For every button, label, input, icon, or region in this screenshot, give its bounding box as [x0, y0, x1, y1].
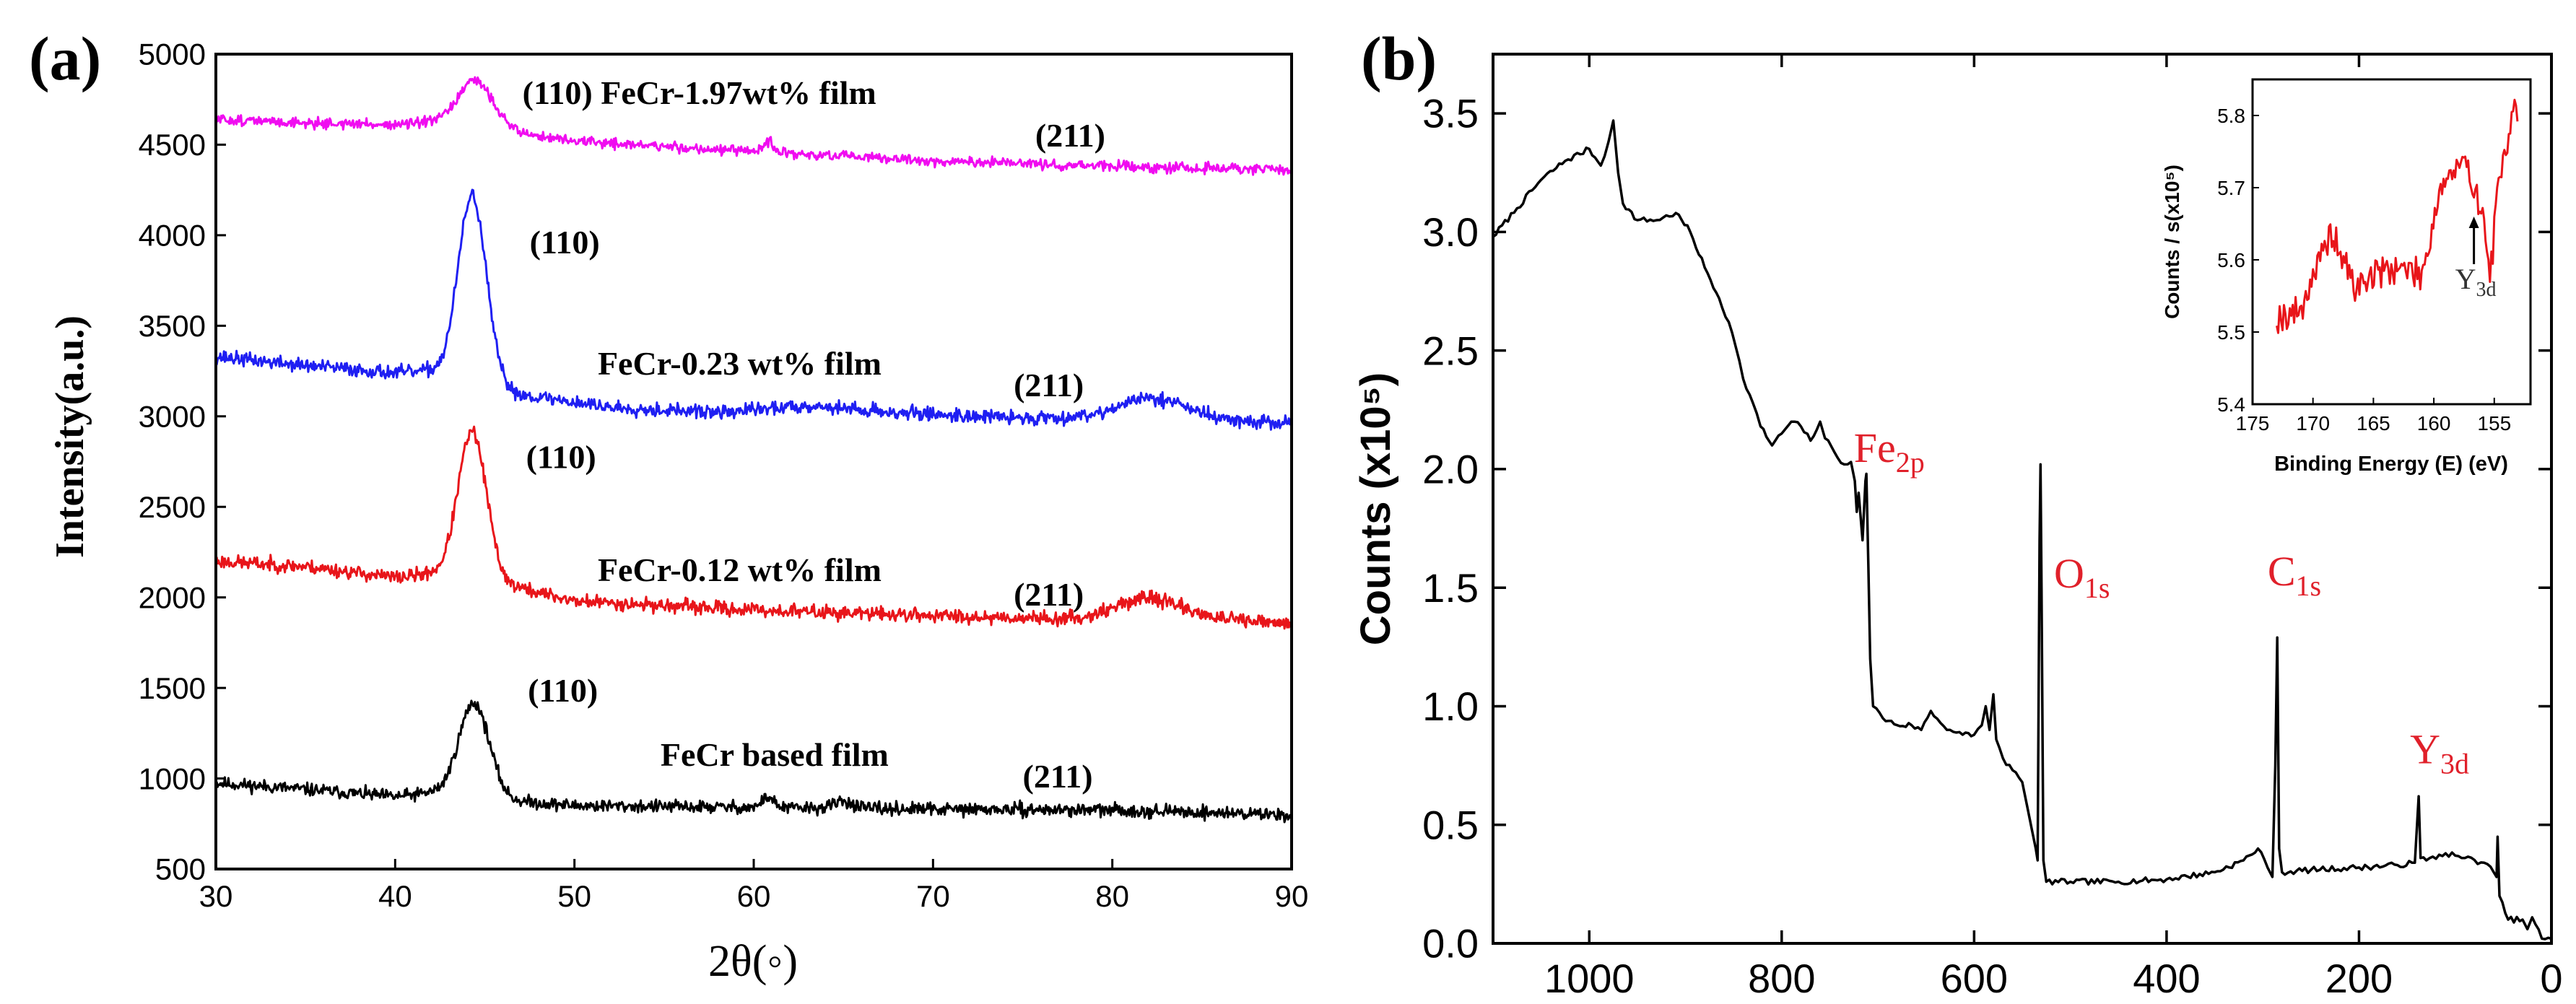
panel-a-xtick-label: 40: [378, 879, 412, 913]
panel-b-ytick-label: 0.5: [1422, 802, 1479, 847]
panel-a-xtick-label: 70: [916, 879, 950, 913]
panel-a-xtick-label: 50: [557, 879, 591, 913]
xrd-annotation: (211): [1035, 117, 1105, 154]
panel-a-ytick-label: 3500: [139, 309, 206, 343]
panel-b-ytick-label: 0.0: [1422, 921, 1479, 966]
panel-b-xps: (b) Counts (x10⁵) Fe2p O1s C1s Y3d 1000 800 6…: [1352, 24, 2563, 1001]
inset-xlabel: Binding Energy (E) (eV): [2274, 453, 2508, 476]
panel-b-ytick-label: 1.5: [1422, 565, 1479, 611]
xps-peak-label: Fe2p: [1854, 424, 1925, 479]
panel-b-xtick-label: 400: [2133, 956, 2200, 1001]
panel-b-ytick-label: 2.0: [1422, 447, 1479, 492]
inset-ytick-label: 5.7: [2217, 177, 2245, 199]
xrd-annotation: FeCr-0.23 wt% film: [598, 345, 882, 382]
panel-a-xlabel: 2θ(◦): [708, 937, 798, 986]
inset-series-line: [2276, 98, 2519, 334]
xrd-annotation: (211): [1014, 576, 1084, 613]
panel-a-ylabel: Intensity(a.u.): [48, 315, 92, 558]
xrd-annotation: FeCr-0.12 wt% film: [598, 551, 882, 588]
panel-a-ytick-label: 2000: [139, 580, 206, 614]
xrd-series-line: [214, 699, 1293, 824]
inset-ylabel: Counts / s(x10⁵): [2161, 165, 2183, 319]
panel-b-ytick-label: 1.0: [1422, 684, 1479, 729]
inset-frame: [2251, 78, 2532, 406]
xrd-series-line: [214, 188, 1293, 431]
xrd-series-line: [214, 76, 1293, 176]
panel-b-xtick-label: 600: [1941, 956, 2008, 1001]
inset-xtick-label: 155: [2477, 412, 2511, 435]
panel-a-xrd: (a) Intensity(a.u.) 2θ(◦) (110) FeCr-1.9…: [29, 24, 1308, 986]
panel-a-ytick-label: 4500: [139, 128, 206, 162]
inset-xtick-label: 170: [2296, 412, 2330, 435]
panel-a-xtick-label: 30: [199, 879, 233, 913]
panel-b-ylabel: Counts (x10⁵): [1352, 372, 1399, 646]
xrd-annotation: (211): [1014, 367, 1084, 403]
panel-b-label: (b): [1361, 24, 1437, 93]
panel-b-xtick-label: 800: [1748, 956, 1815, 1001]
panel-a-ytick-label: 1000: [139, 761, 206, 795]
panel-a-ytick-label: 4000: [139, 219, 206, 253]
panel-a-ytick-label: 5000: [139, 38, 206, 71]
inset-xtick-label: 175: [2236, 412, 2270, 435]
panel-a-xtick-label: 80: [1095, 879, 1129, 913]
panel-a-ytick-label: 3000: [139, 399, 206, 433]
inset-xtick-label: 160: [2417, 412, 2451, 435]
xrd-annotation: (110): [526, 438, 596, 475]
inset-ytick-label: 5.6: [2217, 249, 2245, 271]
inset-arrow-head: [2468, 217, 2479, 228]
xps-survey-line: [1492, 119, 2552, 940]
panel-a-label: (a): [29, 24, 101, 93]
inset-ytick-label: 5.4: [2217, 393, 2245, 416]
panel-a-ytick-label: 1500: [139, 671, 206, 705]
panel-b-xtick-label: 200: [2325, 956, 2393, 1001]
inset-xtick-label: 165: [2357, 412, 2390, 435]
panel-b-ytick-label: 2.5: [1422, 328, 1479, 373]
panel-b-ytick-label: 3.5: [1422, 91, 1479, 136]
panel-a-ytick-label: 500: [155, 852, 206, 886]
xrd-annotation: (110): [530, 224, 600, 261]
panel-a-xtick-label: 60: [737, 879, 771, 913]
xrd-annotation: (211): [1023, 758, 1093, 795]
xrd-annotation: FeCr based film: [661, 736, 889, 773]
panel-b-xtick-label: 0: [2540, 956, 2562, 1001]
xps-peak-label: O1s: [2054, 550, 2110, 604]
panel-a-xtick-label: 90: [1275, 879, 1309, 913]
inset-ytick-label: 5.5: [2217, 321, 2245, 344]
xrd-annotation: (110): [528, 672, 598, 709]
inset-background: [2137, 69, 2538, 502]
xps-peak-label: C1s: [2268, 548, 2321, 602]
panel-b-frame: [1492, 53, 2553, 945]
panel-b-xtick-label: 1000: [1544, 956, 1635, 1001]
xps-peak-label: Y3d: [2410, 725, 2469, 780]
xrd-series-line: [214, 425, 1293, 630]
inset-chart: Y3d 175 170 165 160 155 5.4 5.5 5.6 5.7 5.8 Count…: [2137, 69, 2538, 502]
panel-a-ytick-label: 2500: [139, 490, 206, 524]
xrd-annotation: (110) FeCr-1.97wt% film: [523, 74, 876, 111]
inset-ytick-label: 5.8: [2217, 105, 2245, 127]
inset-peak-label: Y3d: [2455, 263, 2497, 301]
panel-b-ytick-label: 3.0: [1422, 209, 1479, 255]
